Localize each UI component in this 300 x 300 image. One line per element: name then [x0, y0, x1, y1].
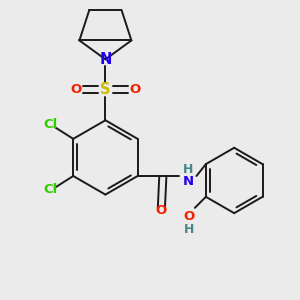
Text: Cl: Cl — [43, 118, 57, 131]
Text: N: N — [183, 175, 194, 188]
Text: O: O — [70, 82, 81, 96]
Text: O: O — [183, 210, 195, 223]
Text: H: H — [183, 163, 193, 176]
Text: O: O — [130, 82, 141, 96]
Text: Cl: Cl — [43, 184, 57, 196]
Text: N: N — [99, 52, 112, 67]
Text: H: H — [184, 223, 194, 236]
Text: O: O — [156, 204, 167, 217]
Text: S: S — [100, 82, 111, 97]
